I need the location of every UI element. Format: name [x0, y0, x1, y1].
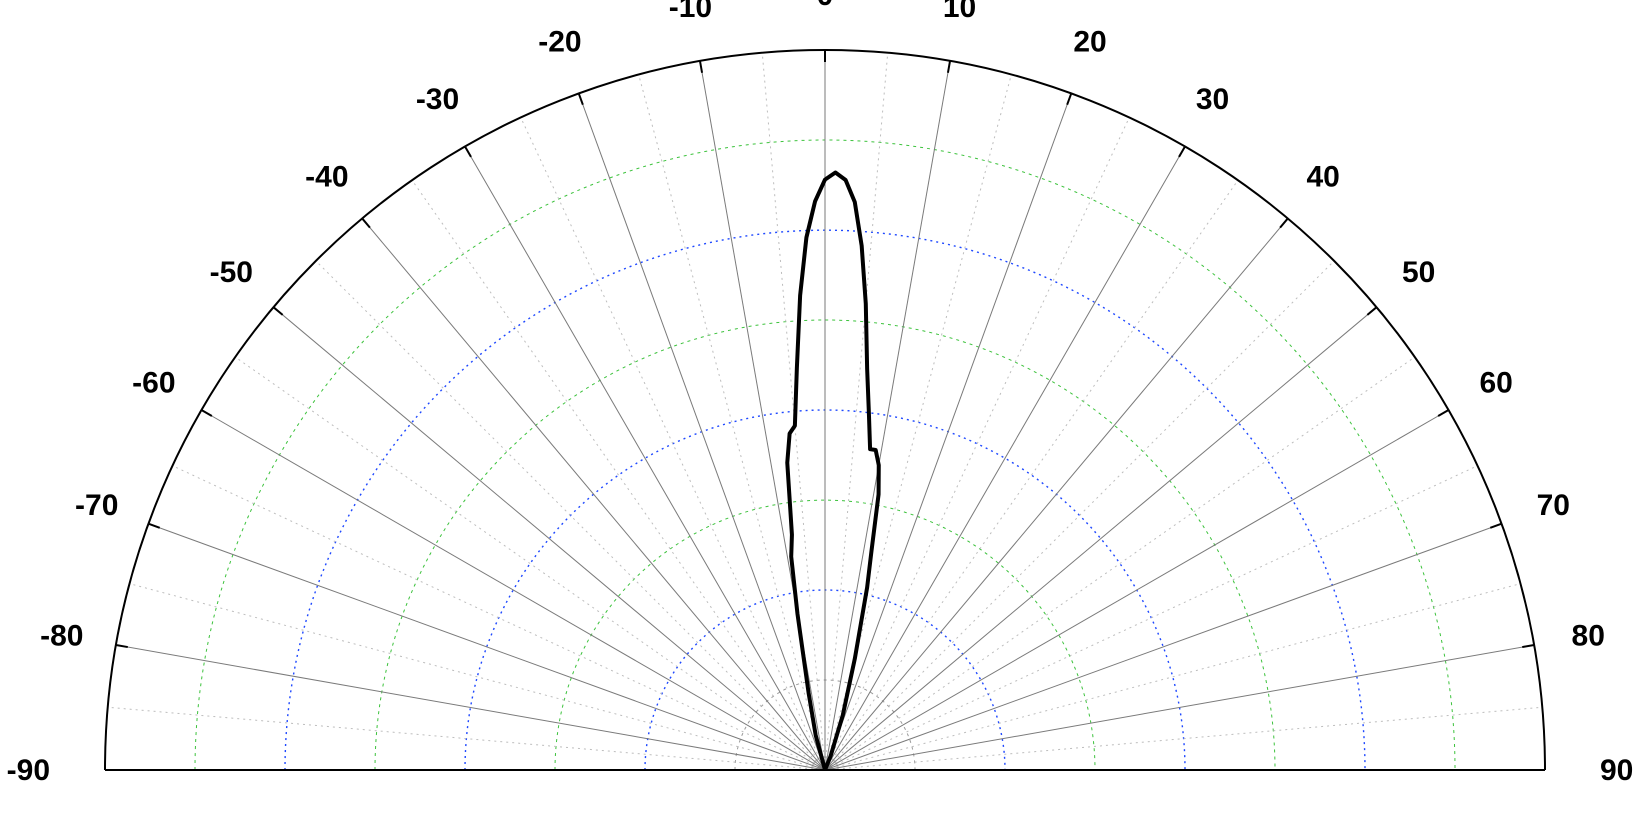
angle-label: -50 [210, 256, 253, 289]
angle-label: 10 [943, 0, 976, 24]
angle-label: -70 [75, 489, 118, 522]
angle-label: 0 [817, 0, 834, 12]
angle-label: 20 [1073, 26, 1106, 59]
angle-label: -90 [7, 754, 50, 787]
angle-label: -40 [305, 160, 348, 193]
angle-label: -20 [538, 26, 581, 59]
angle-label: 40 [1306, 160, 1339, 193]
angle-label: -10 [669, 0, 712, 24]
angle-label: 70 [1537, 489, 1570, 522]
angle-label: 60 [1479, 367, 1512, 400]
angle-label: -80 [40, 619, 83, 652]
angle-label: 30 [1196, 83, 1229, 116]
angle-label: 80 [1572, 619, 1605, 652]
angle-label: -60 [132, 367, 175, 400]
angle-label: 50 [1402, 256, 1435, 289]
angle-label: -30 [416, 83, 459, 116]
polar-chart: -90 -80 -70 -60 -50 -40 -30 -20 -10 0 10 20 30 40 50 60… [0, 0, 1650, 814]
angle-label: 90 [1600, 754, 1633, 787]
